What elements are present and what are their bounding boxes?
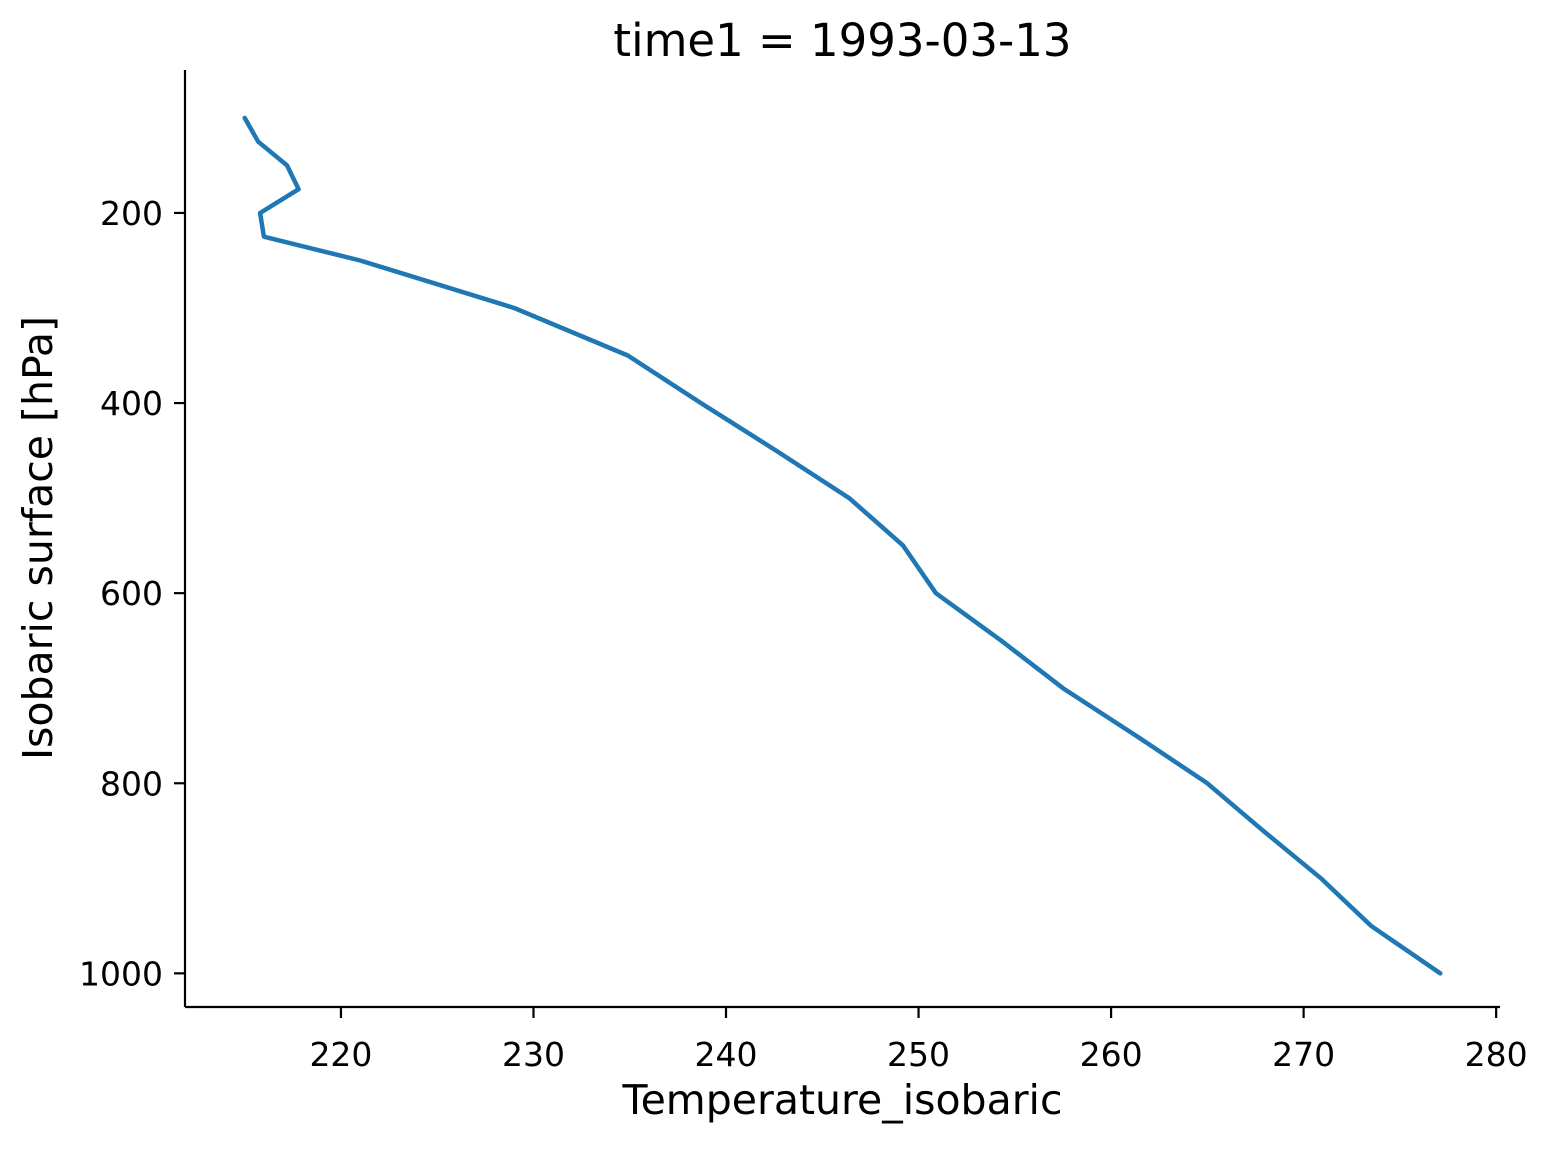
x-tick-label: 260: [1080, 1035, 1143, 1074]
chart-title: time1 = 1993-03-13: [613, 14, 1072, 67]
x-tick-label: 270: [1272, 1035, 1335, 1074]
x-tick-label: 220: [309, 1035, 372, 1074]
y-tick-label: 800: [100, 764, 163, 803]
x-tick-label: 230: [502, 1035, 565, 1074]
x-tick-label: 280: [1465, 1035, 1528, 1074]
y-tick-label: 1000: [79, 954, 163, 993]
temperature-profile-line: [242, 115, 1443, 976]
y-tick-label: 200: [100, 194, 163, 233]
x-tick-label: 240: [695, 1035, 758, 1074]
y-tick-label: 600: [100, 574, 163, 613]
y-axis-label: Isobaric surface [hPa]: [14, 315, 62, 761]
x-axis-label: Temperature_isobaric: [622, 1076, 1063, 1124]
y-tick-label: 400: [100, 384, 163, 423]
x-tick-label: 250: [887, 1035, 950, 1074]
